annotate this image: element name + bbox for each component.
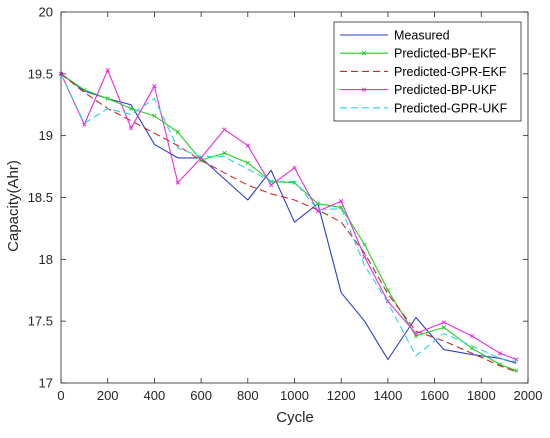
- x-tick-label: 1200: [327, 388, 356, 403]
- tick-labels: 0 200 400 600 800 1000 1200 1400 1600 1800 2000 17 1…: [28, 5, 543, 404]
- y-tick-label: 17: [39, 376, 53, 391]
- series-4-point: [245, 143, 250, 148]
- series-2-point: [362, 242, 367, 247]
- legend: Measured Predicted-BP-EKF Predicted-GPR-EK…: [333, 21, 522, 122]
- x-tick-label: 1600: [420, 388, 449, 403]
- x-axis-label: Cycle: [276, 409, 314, 426]
- series-4-point: [268, 182, 274, 188]
- series-line-4: [60, 69, 517, 361]
- y-tick-label: 17.5: [28, 314, 53, 329]
- y-axis-label: Capacity(Ahr): [5, 160, 22, 252]
- series-2-point: [245, 160, 250, 166]
- series-4-point: [339, 199, 344, 204]
- series-2-point: [222, 150, 227, 156]
- x-tick-label: 200: [97, 388, 119, 403]
- series-2-point: [339, 205, 344, 210]
- y-tick-label: 20: [39, 5, 53, 20]
- x-tick-label: 800: [237, 388, 259, 403]
- series-4-point: [441, 320, 447, 325]
- series-4-point: [82, 122, 87, 127]
- series-lines: [58, 67, 519, 373]
- series-2-point: [514, 368, 519, 373]
- series-4-point: [175, 180, 180, 185]
- series-line-2: [60, 73, 517, 372]
- series-4-point: [514, 357, 519, 362]
- legend-label-3: Predicted-GPR-EKF: [394, 65, 507, 79]
- y-tick-label: 18.5: [28, 190, 53, 205]
- series-4-point: [469, 333, 475, 339]
- series-2-point: [315, 201, 321, 206]
- legend-label-5: Predicted-GPR-UKF: [394, 101, 508, 115]
- legend-marker-2: [361, 51, 367, 56]
- axes: [60, 11, 529, 384]
- series-4-point: [362, 254, 367, 260]
- y-tick-label: 19.5: [28, 66, 53, 81]
- x-tick-label: 1400: [373, 388, 402, 403]
- series-2-point: [175, 129, 180, 135]
- series-2-point: [469, 346, 475, 351]
- series-line-3: [60, 73, 517, 373]
- x-tick-label: 2000: [514, 388, 543, 403]
- series-2-point: [152, 113, 157, 119]
- series-4-point: [152, 84, 157, 89]
- series-4-point: [222, 127, 227, 132]
- series-4-point: [105, 67, 110, 73]
- series-4-point: [497, 351, 503, 356]
- series-line-5: [60, 73, 517, 363]
- series-4-point: [315, 208, 321, 214]
- x-tick-label: 1000: [280, 388, 309, 403]
- series-2-point: [441, 325, 447, 330]
- y-tick-label: 18: [39, 252, 53, 267]
- series-4-point: [128, 126, 134, 131]
- x-tick-label: 600: [190, 388, 212, 403]
- x-tick-label: 400: [144, 388, 166, 403]
- series-4-point: [292, 165, 297, 170]
- x-tick-label: 0: [57, 388, 64, 403]
- legend-label-2: Predicted-BP-EKF: [394, 47, 496, 61]
- y-tick-label: 19: [39, 128, 53, 143]
- series-2-point: [128, 106, 134, 111]
- series-2-point: [105, 96, 110, 101]
- legend-marker-4: [361, 87, 367, 92]
- legend-label-1: Measured: [394, 29, 450, 43]
- legend-label-4: Predicted-BP-UKF: [394, 83, 497, 97]
- series-4-point: [413, 331, 419, 336]
- x-tick-label: 1800: [467, 388, 496, 403]
